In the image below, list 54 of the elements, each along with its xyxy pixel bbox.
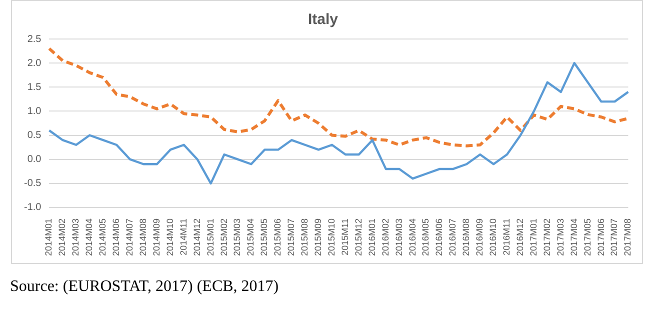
- x-tick-label: 2014M03: [70, 218, 81, 256]
- x-tick-label: 2015M03: [232, 218, 242, 256]
- y-tick-label: 2.0: [27, 58, 42, 69]
- source-note: Source: (EUROSTAT, 2017) (ECB, 2017): [10, 278, 280, 296]
- x-tick-label: 2017M01: [528, 218, 538, 256]
- x-tick-label: 2014M02: [57, 218, 68, 256]
- x-tick-label: 2016M06: [434, 218, 444, 256]
- x-tick-label: 2016M02: [380, 218, 390, 256]
- x-tick-label: 2015M11: [340, 218, 350, 256]
- x-tick-label: 2014M07: [124, 218, 134, 256]
- x-tick-label: 2016M09: [474, 218, 485, 256]
- chart-title: Italy: [308, 11, 339, 28]
- x-tick-label: 2015M10: [326, 218, 336, 256]
- x-tick-label: 2016M05: [420, 218, 431, 256]
- y-tick-label: 0.0: [27, 154, 42, 166]
- y-tick-label: -0.5: [24, 178, 42, 190]
- y-tick-label: 0.5: [27, 130, 42, 142]
- x-tick-label: 2014M05: [98, 218, 108, 256]
- x-tick-label: 2014M01: [44, 218, 54, 256]
- x-tick-label: 2015M01: [205, 218, 216, 256]
- x-tick-label: 2015M08: [300, 218, 310, 256]
- x-tick-label: 2017M08: [622, 218, 633, 256]
- x-tick-label: 2016M04: [407, 218, 418, 256]
- x-tick-label: 2016M10: [488, 218, 498, 256]
- x-tick-label: 2017M06: [596, 218, 606, 256]
- x-tick-label: 2015M05: [259, 218, 270, 256]
- x-tick-label: 2016M08: [461, 218, 472, 256]
- x-tick-label: 2014M04: [84, 218, 94, 256]
- x-tick-label: 2015M06: [272, 218, 283, 256]
- x-tick-label: 2014M10: [164, 218, 175, 256]
- y-tick-label: -1.0: [24, 202, 42, 214]
- x-tick-label: 2016M11: [502, 218, 512, 256]
- x-tick-label: 2017M04: [568, 218, 579, 256]
- x-tick-label: 2014M11: [178, 218, 188, 256]
- x-tick-label: 2015M07: [286, 218, 296, 256]
- x-tick-label: 2017M07: [609, 218, 620, 256]
- x-tick-label: 2016M07: [448, 218, 458, 256]
- x-tick-label: 2014M08: [138, 218, 148, 256]
- x-tick-label: 2017M03: [555, 218, 566, 256]
- x-tick-label: 2014M12: [192, 218, 202, 256]
- x-tick-label: 2015M04: [246, 218, 256, 256]
- y-tick-label: 1.0: [27, 106, 42, 117]
- x-tick-label: 2014M06: [111, 218, 122, 256]
- x-tick-label: 2014M09: [151, 218, 162, 256]
- x-tick-label: 2017M02: [542, 218, 552, 256]
- x-tick-label: 2015M09: [313, 218, 324, 256]
- x-tick-label: 2016M01: [366, 218, 377, 256]
- x-tick-label: 2016M03: [394, 218, 404, 256]
- y-tick-label: 1.5: [27, 82, 42, 93]
- x-tick-label: 2015M02: [218, 218, 229, 256]
- x-tick-label: 2015M12: [353, 218, 364, 256]
- y-tick-label: 2.5: [27, 34, 42, 45]
- x-tick-label: 2017M05: [582, 218, 592, 256]
- x-tick-label: 2016M12: [514, 218, 525, 256]
